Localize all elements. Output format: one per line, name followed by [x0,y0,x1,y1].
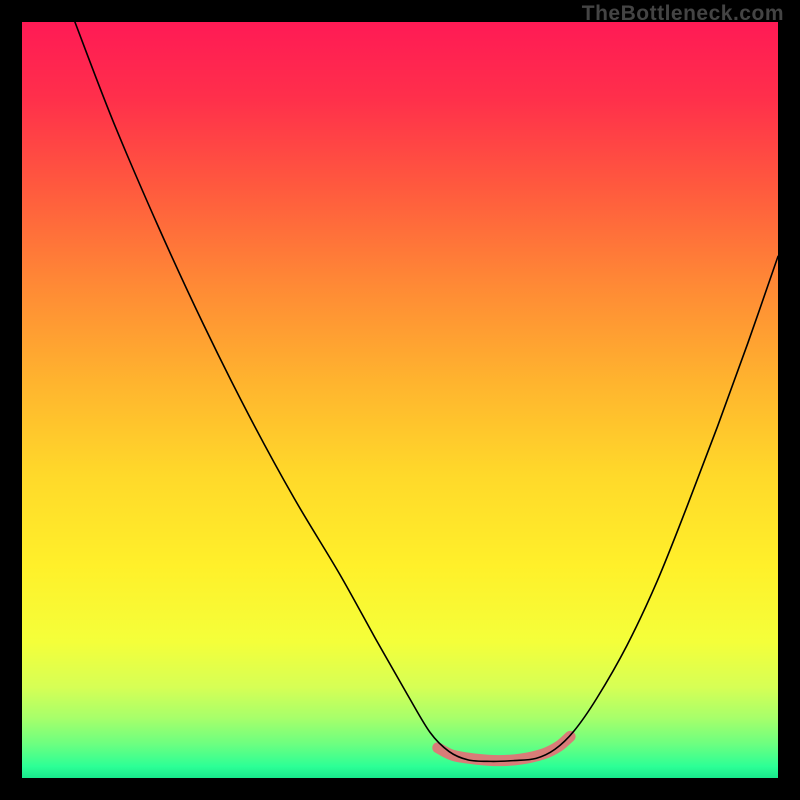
plot-gradient-area [22,22,778,778]
chart-frame: TheBottleneck.com [0,0,800,800]
watermark-text: TheBottleneck.com [582,2,784,26]
bottleneck-curve-chart [0,0,800,800]
